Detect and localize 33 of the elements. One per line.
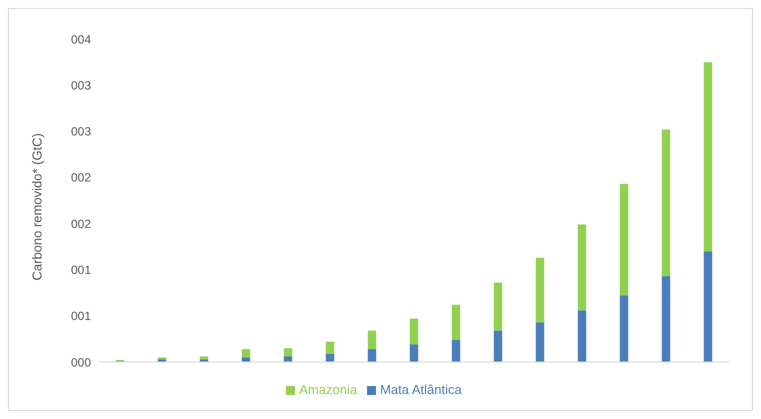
bar <box>578 224 586 310</box>
y-tick-label: 004 <box>70 32 92 46</box>
bar <box>704 62 712 252</box>
y-axis-title: Carbono removido* (GtC) <box>30 133 45 280</box>
y-tick-label: 001 <box>70 262 92 277</box>
bar <box>620 296 628 362</box>
legend-label: Amazonia <box>299 382 358 397</box>
bar <box>494 330 502 362</box>
bar <box>326 342 334 354</box>
bar <box>326 354 334 362</box>
bar <box>452 304 460 340</box>
y-tick-label: 003 <box>70 78 92 92</box>
bar <box>242 349 250 358</box>
y-tick-label: 002 <box>70 216 92 231</box>
y-tick-label: 003 <box>70 124 92 139</box>
bar <box>578 310 586 362</box>
y-tick-label: 002 <box>70 170 92 185</box>
bar <box>368 330 376 350</box>
bar <box>410 318 418 344</box>
bar <box>662 129 670 276</box>
y-tick-label: 000 <box>70 355 92 370</box>
bar <box>704 251 712 362</box>
legend-label: Mata Atlântica <box>380 382 462 397</box>
bar <box>284 348 292 356</box>
bar <box>620 184 628 296</box>
bar <box>452 340 460 362</box>
bar <box>494 282 502 331</box>
bar <box>536 258 544 322</box>
bar <box>536 322 544 362</box>
bar <box>662 276 670 362</box>
bar <box>410 344 418 362</box>
y-tick-label: 001 <box>70 309 92 324</box>
bar <box>368 349 376 362</box>
